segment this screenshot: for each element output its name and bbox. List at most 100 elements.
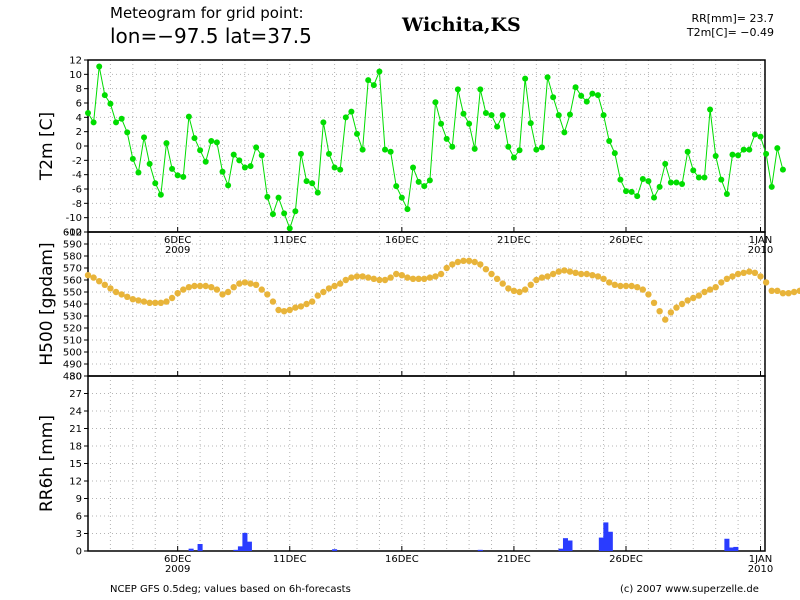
precip-bar xyxy=(567,540,573,551)
temperature-point xyxy=(718,176,725,183)
geopotential-point xyxy=(331,282,338,290)
geopotential-point xyxy=(673,304,680,311)
y-tick-label: -8 xyxy=(72,199,82,210)
temperature-point xyxy=(225,182,232,189)
chart-title-line1: Meteogram for grid point: xyxy=(110,4,304,22)
temperature-point xyxy=(550,94,557,101)
temperature-point xyxy=(695,174,702,181)
geopotential-point xyxy=(168,294,176,302)
geopotential-point xyxy=(706,286,714,293)
geopotential-point xyxy=(325,285,333,292)
temperature-point xyxy=(169,165,176,172)
geopotential-point xyxy=(650,299,658,306)
temperature-point xyxy=(325,150,332,157)
geopotential-point xyxy=(96,278,103,285)
geopotential-point xyxy=(510,287,518,294)
geopotential-point xyxy=(751,269,759,276)
y-tick-label: 0 xyxy=(76,142,82,153)
geopotential-point xyxy=(600,275,607,282)
geopotential-point xyxy=(499,280,506,287)
temperature-point xyxy=(376,68,383,75)
precip-bar xyxy=(246,541,252,551)
temperature-point xyxy=(264,193,271,200)
y-tick-label: 550 xyxy=(63,288,82,299)
y-tick-label: 6 xyxy=(76,99,82,110)
geopotential-point xyxy=(264,291,271,298)
temperature-point xyxy=(410,164,417,171)
temperature-point xyxy=(230,151,237,158)
geopotential-point xyxy=(460,257,467,264)
temperature-point xyxy=(667,179,674,186)
geopotential-point xyxy=(135,297,142,304)
geopotential-point xyxy=(185,284,193,291)
temperature-point xyxy=(269,211,276,218)
y-tick-label: 12 xyxy=(69,56,82,67)
temperature-point xyxy=(286,225,293,232)
y-tick-label: 480 xyxy=(63,372,82,383)
temperature-point xyxy=(656,183,663,190)
geopotential-point xyxy=(426,274,434,281)
x-tick-sublabel: 2010 xyxy=(748,245,773,256)
geopotential-point xyxy=(118,291,125,298)
temperature-point xyxy=(527,120,534,127)
temperature-point xyxy=(763,150,770,157)
y-tick-label: 530 xyxy=(63,312,82,323)
geopotential-point xyxy=(303,300,310,308)
temperature-point xyxy=(202,158,209,165)
temperature-point xyxy=(275,194,282,201)
temperature-point xyxy=(90,119,97,126)
temperature-point xyxy=(152,180,159,187)
geopotential-point xyxy=(163,298,170,305)
geopotential-point xyxy=(774,287,781,294)
geopotential-point xyxy=(533,276,540,284)
temperature-point xyxy=(258,152,265,159)
temperature-point xyxy=(578,92,585,99)
temperature-point xyxy=(566,111,573,118)
geopotential-point xyxy=(241,279,249,286)
geopotential-point xyxy=(443,264,450,272)
temperature-point xyxy=(236,157,243,164)
temperature-point xyxy=(471,145,478,152)
y-tick-label: 24 xyxy=(69,407,82,418)
geopotential-point xyxy=(437,270,445,278)
geopotential-point xyxy=(790,288,798,296)
y-tick-label: 590 xyxy=(63,240,82,251)
geopotential-point xyxy=(381,276,389,284)
geopotential-point xyxy=(746,268,753,275)
temperature-point xyxy=(623,188,630,195)
temperature-point xyxy=(751,131,758,138)
geopotential-point xyxy=(505,285,512,292)
temperature-line xyxy=(87,66,784,230)
temperature-point xyxy=(348,108,355,115)
temperature-point xyxy=(387,148,394,155)
geopotential-point xyxy=(678,300,686,308)
geopotential-point xyxy=(213,286,221,293)
temperature-point xyxy=(426,177,433,184)
temperature-point xyxy=(320,119,327,126)
geopotential-point xyxy=(224,288,232,296)
temperature-point xyxy=(331,164,338,171)
y-axis-label: H500 [gpdam] xyxy=(37,242,57,365)
y-tick-label: 27 xyxy=(69,389,82,400)
temperature-point xyxy=(314,189,321,196)
geopotential-point xyxy=(393,270,400,278)
temperature-point xyxy=(297,150,304,157)
footer-source: NCEP GFS 0.5deg; values based on 6h-fore… xyxy=(110,584,351,595)
temperature-point xyxy=(723,191,730,198)
geopotential-point xyxy=(146,299,153,306)
y-tick-label: 2 xyxy=(76,127,82,138)
temperature-point xyxy=(690,167,697,174)
geopotential-point xyxy=(107,285,114,292)
panel-frame xyxy=(87,375,766,552)
temperature-point xyxy=(611,150,618,157)
temperature-point xyxy=(477,86,484,93)
temperature-point xyxy=(735,152,742,159)
geopotential-point xyxy=(561,267,568,274)
geopotential-point xyxy=(286,306,293,314)
temperature-point xyxy=(101,92,108,99)
temperature-point xyxy=(572,84,579,91)
temperature-point xyxy=(241,164,248,171)
temperature-point xyxy=(544,74,551,81)
temperature-point xyxy=(438,120,445,127)
precip-bar xyxy=(724,538,730,551)
